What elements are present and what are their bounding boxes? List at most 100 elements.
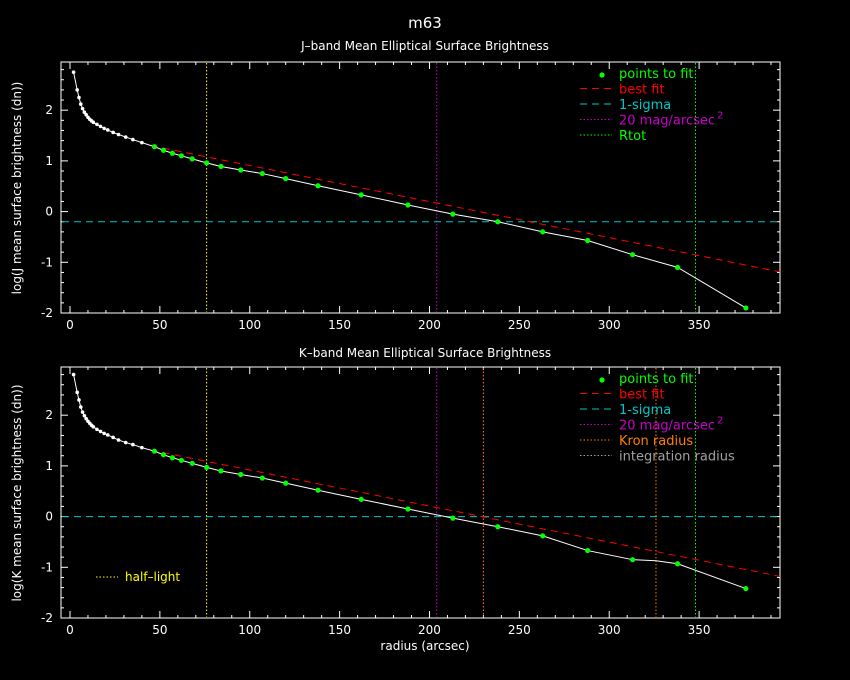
k-ytick-label-1: 1	[45, 459, 53, 473]
k-fit-point	[151, 448, 158, 454]
k-profile-point	[71, 372, 76, 377]
k-legend-label-3: 20 mag/arcsec	[619, 419, 715, 434]
j-legend-label-0: points to fit	[619, 67, 694, 82]
k-legend-label-2: 1-sigma	[619, 403, 671, 418]
j-xtick-label-50: 50	[152, 318, 167, 332]
j-profile-point	[140, 140, 144, 145]
k-ytick-label-2: 2	[45, 408, 53, 422]
k-xtick-label-250: 250	[508, 623, 531, 637]
k-band-ylabel: log(K mean surface brightness (dn))	[10, 384, 24, 601]
j-fit-point	[283, 176, 289, 182]
k-fit-point	[540, 533, 546, 539]
k-profile-point	[77, 398, 81, 402]
k-fit-point	[405, 506, 411, 512]
j-fit-point	[585, 237, 591, 244]
j-xtick-label-150: 150	[328, 318, 351, 332]
k-legend-label-5: integration radius	[619, 450, 735, 465]
j-xtick-label-350: 350	[688, 318, 711, 332]
k-profile-point	[91, 425, 96, 429]
k-fit-point	[203, 464, 210, 470]
j-band-ylabel: log(J mean surface brightness (dn))	[10, 82, 24, 295]
k-ytick-label--1: -1	[41, 560, 53, 574]
k-fit-point	[743, 585, 749, 592]
k-profile-point	[75, 390, 79, 395]
j-profile-point	[82, 110, 87, 114]
k-profile-point	[98, 429, 103, 434]
k-xtick-label-350: 350	[688, 623, 711, 637]
j-profile-point	[80, 106, 85, 111]
j-legend-label-3: 20 mag/arcsec	[619, 114, 715, 129]
k-fit-point	[315, 487, 321, 493]
k-profile-point	[111, 435, 115, 440]
j-fit-point	[315, 183, 321, 189]
k-legend-label-1: best fit	[619, 388, 665, 403]
k-profile-point	[102, 431, 106, 436]
j-ytick-label-1: 1	[45, 154, 53, 168]
j-profile-point	[131, 137, 135, 142]
j-fit-point	[151, 144, 158, 150]
k-fit-point	[674, 561, 681, 567]
j-profile-point	[102, 126, 106, 131]
j-legend-marker-points	[599, 72, 605, 78]
j-legend-label-2: 1-sigma	[619, 98, 671, 113]
j-xtick-label-100: 100	[238, 318, 261, 332]
k-band-title: K–band Mean Elliptical Surface Brightnes…	[299, 346, 551, 360]
k-fit-point	[160, 452, 167, 458]
j-legend-superscript: 2	[717, 111, 723, 122]
k-fit-point	[218, 468, 224, 474]
j-profile-point	[123, 135, 128, 139]
j-profile-point	[78, 102, 83, 106]
j-legend-label-1: best fit	[619, 83, 665, 98]
j-fit-point	[259, 170, 265, 177]
k-profile-point	[80, 410, 85, 414]
k-fit-point	[630, 557, 636, 563]
figure-title: m63	[408, 14, 442, 32]
j-fit-point	[178, 153, 185, 159]
j-fit-point	[674, 264, 681, 270]
j-profile-point	[77, 95, 81, 100]
j-profile-point	[98, 124, 103, 129]
k-profile-point	[116, 438, 121, 442]
j-ytick-label-0: 0	[45, 205, 53, 219]
j-profile-point	[116, 132, 121, 137]
k-xtick-label-300: 300	[598, 623, 621, 637]
k-fit-point	[283, 480, 289, 486]
j-ytick-label--1: -1	[41, 255, 53, 269]
j-fit-point	[160, 147, 167, 153]
j-profile-point	[91, 120, 96, 125]
k-legend-marker-points	[599, 377, 605, 383]
k-profile-point	[140, 445, 144, 450]
k-profile-point	[78, 405, 83, 409]
j-profile-point	[95, 122, 99, 127]
k-band-plot-area: 0 50 100 150 200 250 300 350 -2 -1 0 1 2 points to fi…	[41, 367, 781, 637]
j-band-title: J–band Mean Elliptical Surface Brightnes…	[300, 39, 549, 53]
k-ytick-label--2: -2	[41, 611, 53, 625]
k-fit-point	[189, 460, 195, 466]
j-profile-point	[75, 88, 79, 92]
k-xtick-label-150: 150	[328, 623, 351, 637]
k-profile-point	[84, 416, 88, 421]
j-band-plot-frame	[60, 61, 781, 314]
k-band-panel: K–band Mean Elliptical Surface Brightnes…	[10, 346, 781, 637]
j-fit-point	[358, 192, 364, 198]
k-band-plot-frame	[60, 366, 781, 619]
j-fit-point	[169, 150, 176, 156]
j-band-panel: J–band Mean Elliptical Surface Brightnes…	[10, 39, 781, 332]
k-profile-point	[123, 440, 128, 445]
j-fit-point	[189, 156, 195, 162]
j-fit-point	[405, 202, 411, 208]
k-fit-point	[259, 475, 265, 481]
k-fit-point	[585, 547, 591, 554]
j-profile-point	[111, 130, 115, 135]
j-fit-point	[495, 219, 501, 225]
j-xtick-label-200: 200	[418, 318, 441, 332]
k-legend-label-4: Kron radius	[619, 434, 693, 449]
k-best-fit-line	[150, 449, 781, 577]
j-fit-point	[450, 211, 456, 217]
k-xtick-label-0: 0	[66, 623, 74, 637]
k-profile-point	[131, 442, 135, 447]
k-profile-point	[82, 413, 87, 418]
k-profile-point	[105, 433, 110, 437]
j-fit-point	[743, 305, 749, 311]
j-fit-point	[203, 160, 210, 166]
